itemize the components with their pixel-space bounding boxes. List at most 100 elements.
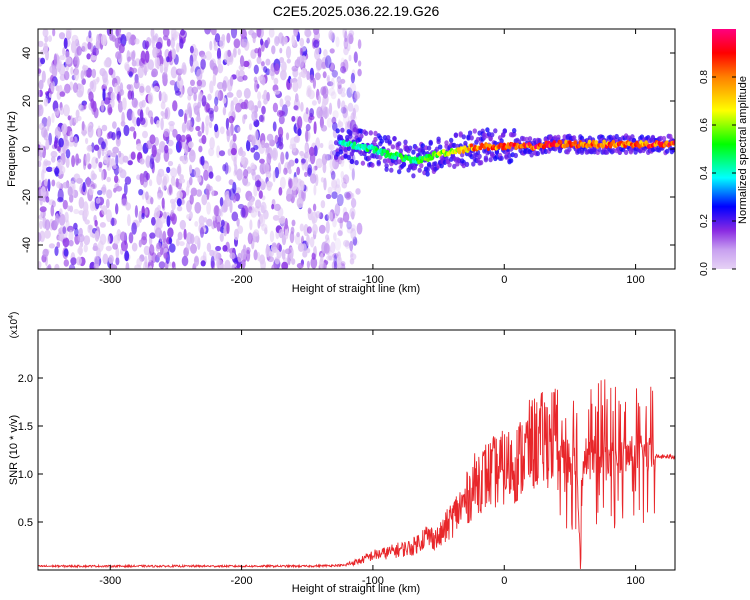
spectrogram-noise-blob [122,97,127,111]
spectrogram-ridge-halo [379,138,384,144]
spectrogram-noise-blob [334,237,342,251]
spectrogram-ridge-halo [376,159,381,165]
spectrogram-noise-blob [163,128,171,138]
x-tick-label: -300 [99,575,121,587]
spectrogram-noise-blob [139,173,145,186]
spectrogram-noise-blob [188,141,194,149]
spectrogram-noise-blob [138,239,142,248]
spectrogram-noise-blob [213,43,218,51]
spectrogram-noise-blob [160,247,164,256]
spectrogram-noise-blob [145,41,150,49]
spectrogram-noise-blob [337,81,342,90]
spectrogram-noise-blob [142,64,147,73]
spectrogram-noise-blob [179,38,184,49]
spectrogram-noise-blob [257,100,262,109]
spectrogram-noise-blob [331,70,338,78]
spectrogram-noise-blob [62,47,66,56]
spectrogram-noise-blob [322,262,327,269]
spectrogram-noise-blob [301,158,306,164]
spectrogram-noise-blob [340,106,347,114]
spectrogram-ridge-halo [360,160,366,166]
spectrogram-ridge-halo [348,131,353,137]
spectrogram-noise-blob [81,78,86,85]
spectrogram-noise-blob [300,101,304,112]
spectrogram-noise-blob [59,208,63,216]
spectrogram-noise-blob [350,112,355,122]
snr-scale-prefix: (x10 [9,318,20,338]
spectrogram-noise-blob [136,257,143,267]
spectrogram-noise-blob [350,72,355,84]
y-tick-label: 1.0 [18,469,33,481]
spectrogram-noise-blob [257,91,262,101]
spectrogram-noise-blob [228,115,235,124]
spectrogram-ridge-halo [490,132,495,138]
spectrogram-noise-blob [169,123,175,132]
spectrogram-noise-blob [102,77,109,87]
spectrogram-noise-blob [43,178,49,187]
spectrogram-noise-blob [228,179,234,186]
spectrogram-ridge-halo [384,163,389,169]
spectrogram-noise-blob [158,261,166,269]
spectrogram-noise-blob [141,212,145,220]
spectrogram-noise-blob [84,219,90,225]
spectrogram-noise-blob [302,250,308,258]
spectrogram-noise-blob [332,121,338,132]
spectrogram-noise-blob [153,85,160,92]
spectrogram-noise-blob [51,179,56,187]
spectrogram-noise-blob [266,91,270,102]
spectrogram-noise-blob [327,211,334,222]
spectrogram-noise-blob [309,236,315,248]
spectrogram-noise-blob [183,228,187,240]
spectrogram-noise-blob [341,87,346,93]
spectrogram-ridge-halo [453,132,459,138]
spectrogram-noise-blob [53,139,58,149]
spectrogram-noise-blob [118,150,122,158]
spectrogram-noise-blob [195,125,201,132]
spectrogram-noise-blob [232,96,238,106]
spectrogram-noise-blob [226,92,234,98]
spectrogram-noise-blob [232,181,237,194]
spectrogram-noise-blob [45,196,50,203]
spectrogram-ridge-halo [477,153,482,159]
spectrogram-noise-blob [293,105,299,111]
spectrogram-noise-blob [128,232,134,244]
spectrogram-noise-blob [266,133,274,142]
spectrogram-noise-blob [296,197,304,209]
spectrogram-noise-blob [313,39,320,48]
spectrogram-noise-blob [181,122,187,133]
spectrogram-noise-blob [229,247,236,255]
spectrogram-noise-blob [56,146,61,152]
spectrogram-noise-blob [89,80,95,90]
snr-line [38,379,675,570]
spectrogram-noise-blob [304,143,308,153]
spectrogram-ridge-point [558,140,563,145]
spectrogram-noise-blob [189,176,193,186]
spectrogram-noise-blob [283,167,288,175]
spectrogram-noise-blob [156,120,160,128]
spectrogram-ridge-halo [571,135,577,141]
spectrogram-noise-blob [334,184,341,195]
spectrogram-noise-blob [250,134,256,141]
spectrogram-noise-blob [288,168,292,175]
spectrogram-noise-blob [193,235,200,245]
spectrogram-noise-blob [172,128,178,138]
spectrogram-noise-blob [56,181,61,189]
spectrogram-noise-blob [178,178,186,184]
spectrogram-noise-blob [208,171,214,179]
spectrogram-noise-blob [224,162,229,175]
spectrogram-noise-blob [115,247,120,258]
spectrogram-noise-blob [243,60,250,68]
spectrogram-ridge-halo [335,128,340,134]
spectrogram-noise-blob [90,55,97,61]
spectrogram-noise-blob [272,246,278,254]
spectrogram-noise-blob [226,265,233,269]
spectrogram-noise-blob [236,168,243,181]
spectrogram-noise-blob [253,249,258,261]
spectrogram-noise-blob [63,37,68,49]
spectrogram-ridge-halo [471,161,476,167]
spectrogram-noise-blob [145,85,151,94]
spectrogram-noise-blob [164,108,169,119]
spectrogram-noise-blob [254,79,259,93]
spectrogram-noise-blob [188,149,196,163]
spectrogram-noise-blob [91,173,97,180]
